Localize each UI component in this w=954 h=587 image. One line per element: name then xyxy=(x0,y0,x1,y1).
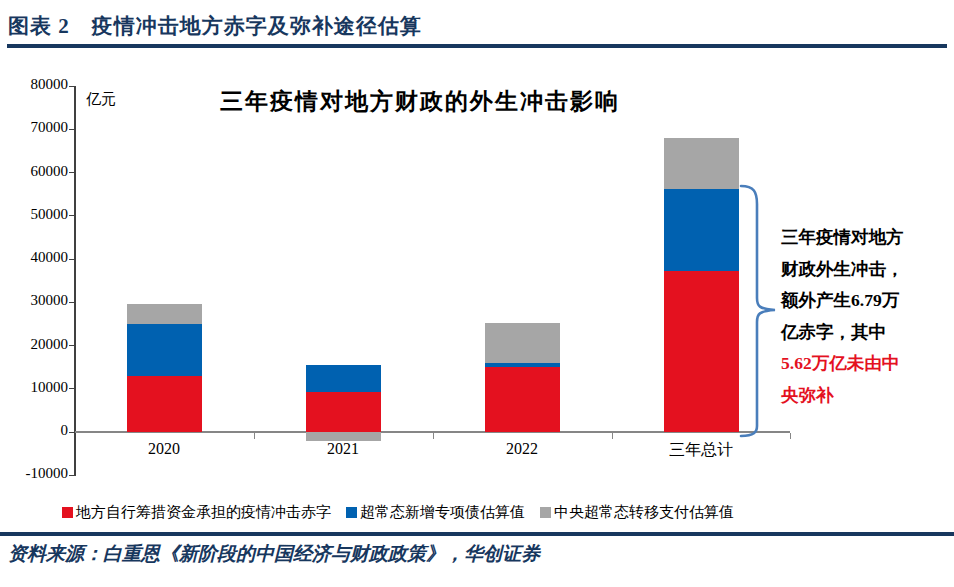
chart-legend: 地方自行筹措资金承担的疫情冲击赤字 超常态新增专项债估算值 中央超常态转移支付估算值 xyxy=(62,503,734,522)
callout-line: 亿赤字，其中 xyxy=(781,317,954,349)
report-page: 图表 2 疫情冲击地方赤字及弥补途径估算 三年疫情对地方财政的外生冲击影响 亿元… xyxy=(0,0,954,587)
y-axis-unit-label: 亿元 xyxy=(86,90,116,109)
chart-title: 三年疫情对地方财政的外生冲击影响 xyxy=(160,86,680,117)
y-axis-tick-label: 70000 xyxy=(16,119,68,136)
y-axis-line xyxy=(74,86,76,476)
callout-line-red: 央弥补 xyxy=(781,380,954,412)
legend-swatch-icon xyxy=(540,507,551,518)
y-axis-tick xyxy=(69,432,75,433)
bar-segment xyxy=(127,376,202,432)
legend-item: 地方自行筹措资金承担的疫情冲击赤字 xyxy=(62,503,331,522)
x-axis-tick xyxy=(612,433,613,439)
bar-segment xyxy=(306,392,381,432)
x-axis-tick xyxy=(254,433,255,439)
legend-swatch-icon xyxy=(346,507,357,518)
legend-label: 超常态新增专项债估算值 xyxy=(360,503,525,522)
callout-line-red: 5.62万亿未由中 xyxy=(781,348,954,380)
y-axis-tick-label: 30000 xyxy=(16,292,68,309)
x-axis-category-label: 三年总计 xyxy=(631,440,771,461)
y-axis-tick-label: 20000 xyxy=(16,336,68,353)
curly-brace-icon xyxy=(738,180,780,442)
legend-item: 中央超常态转移支付估算值 xyxy=(540,503,734,522)
y-axis-tick-label: -10000 xyxy=(16,465,68,482)
y-axis-tick xyxy=(69,302,75,303)
footer-divider xyxy=(0,532,954,536)
y-axis-tick-label: 50000 xyxy=(16,206,68,223)
legend-label: 中央超常态转移支付估算值 xyxy=(554,503,734,522)
bar-segment xyxy=(127,304,202,324)
y-axis-tick-label: 0 xyxy=(16,422,68,439)
y-axis-tick-label: 40000 xyxy=(16,249,68,266)
x-axis-category-label: 2022 xyxy=(452,440,592,458)
figure-title: 图表 2 疫情冲击地方赤字及弥补途径估算 xyxy=(8,12,422,40)
bar-segment xyxy=(485,363,560,367)
x-axis-category-label: 2020 xyxy=(94,440,234,458)
bar-segment xyxy=(306,365,381,392)
y-axis-tick xyxy=(69,215,75,216)
bar-segment xyxy=(664,138,739,189)
x-axis-category-label: 2021 xyxy=(273,440,413,458)
y-axis-tick xyxy=(69,475,75,476)
source-citation: 资料来源：白重恩《新阶段的中国经济与财政政策》，华创证券 xyxy=(8,541,540,567)
legend-item: 超常态新增专项债估算值 xyxy=(346,503,525,522)
x-axis-tick xyxy=(790,433,791,439)
callout-line: 财政外生冲击， xyxy=(781,254,954,286)
callout-line: 额外产生6.79万 xyxy=(781,285,954,317)
y-axis-tick xyxy=(69,388,75,389)
x-axis-tick xyxy=(433,433,434,439)
y-axis-tick xyxy=(69,259,75,260)
legend-swatch-icon xyxy=(62,507,73,518)
y-axis-tick xyxy=(69,345,75,346)
bar-segment xyxy=(485,323,560,362)
brace-annotation xyxy=(738,180,780,442)
header-divider xyxy=(7,44,947,48)
legend-label: 地方自行筹措资金承担的疫情冲击赤字 xyxy=(76,503,331,522)
bar-segment xyxy=(485,367,560,432)
y-axis-tick-label: 60000 xyxy=(16,163,68,180)
bar-segment xyxy=(127,324,202,376)
bar-segment xyxy=(664,271,739,432)
y-axis-tick xyxy=(69,172,75,173)
y-axis-tick-label: 80000 xyxy=(16,76,68,93)
callout-line: 三年疫情对地方 xyxy=(781,222,954,254)
y-axis-tick-label: 10000 xyxy=(16,379,68,396)
callout-text: 三年疫情对地方财政外生冲击，额外产生6.79万亿赤字，其中5.62万亿未由中央弥… xyxy=(781,222,954,411)
y-axis-tick xyxy=(69,129,75,130)
y-axis-tick xyxy=(69,86,75,87)
bar-segment xyxy=(664,189,739,271)
